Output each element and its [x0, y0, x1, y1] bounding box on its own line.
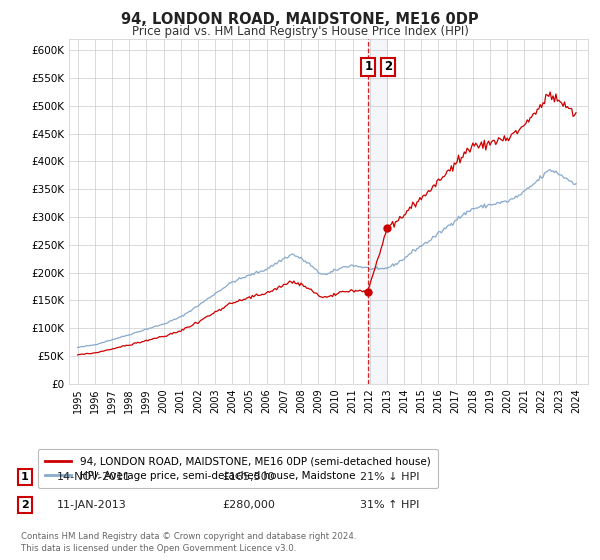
Bar	[368, 39, 388, 384]
Text: 2: 2	[384, 60, 392, 73]
Text: Contains HM Land Registry data © Crown copyright and database right 2024.
This d: Contains HM Land Registry data © Crown c…	[21, 533, 356, 553]
Text: Price paid vs. HM Land Registry's House Price Index (HPI): Price paid vs. HM Land Registry's House …	[131, 25, 469, 38]
Text: 21% ↓ HPI: 21% ↓ HPI	[360, 472, 419, 482]
Text: 31% ↑ HPI: 31% ↑ HPI	[360, 500, 419, 510]
Text: £165,500: £165,500	[222, 472, 275, 482]
Text: 94, LONDON ROAD, MAIDSTONE, ME16 0DP: 94, LONDON ROAD, MAIDSTONE, ME16 0DP	[121, 12, 479, 27]
Text: 2: 2	[21, 500, 29, 510]
Text: 1: 1	[21, 472, 29, 482]
Legend: 94, LONDON ROAD, MAIDSTONE, ME16 0DP (semi-detached house), HPI: Average price, : 94, LONDON ROAD, MAIDSTONE, ME16 0DP (se…	[38, 449, 437, 488]
Text: 11-JAN-2013: 11-JAN-2013	[57, 500, 127, 510]
Text: 14-NOV-2011: 14-NOV-2011	[57, 472, 131, 482]
Text: £280,000: £280,000	[222, 500, 275, 510]
Text: 1: 1	[364, 60, 373, 73]
